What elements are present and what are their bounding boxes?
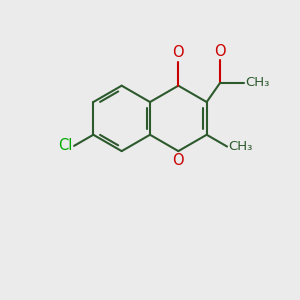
Text: CH₃: CH₃ bbox=[245, 76, 270, 89]
Text: O: O bbox=[214, 44, 226, 59]
Text: O: O bbox=[172, 153, 184, 168]
Text: CH₃: CH₃ bbox=[229, 140, 253, 153]
Text: O: O bbox=[172, 45, 184, 60]
Text: Cl: Cl bbox=[58, 138, 72, 153]
